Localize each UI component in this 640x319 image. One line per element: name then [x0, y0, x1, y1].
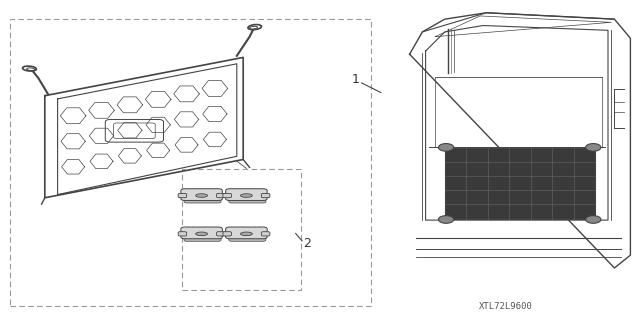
FancyBboxPatch shape — [226, 189, 267, 200]
Circle shape — [438, 216, 454, 223]
Circle shape — [586, 144, 601, 151]
FancyBboxPatch shape — [223, 193, 232, 198]
Ellipse shape — [196, 194, 207, 197]
FancyBboxPatch shape — [181, 189, 222, 200]
Text: 2: 2 — [303, 237, 311, 250]
FancyBboxPatch shape — [184, 235, 221, 241]
Circle shape — [586, 216, 601, 223]
FancyBboxPatch shape — [184, 197, 221, 203]
FancyBboxPatch shape — [229, 197, 266, 203]
FancyBboxPatch shape — [261, 232, 270, 236]
FancyBboxPatch shape — [178, 232, 187, 236]
Bar — [10, 19, 371, 306]
FancyBboxPatch shape — [181, 227, 222, 239]
Text: 1: 1 — [351, 73, 359, 86]
FancyBboxPatch shape — [226, 227, 267, 239]
FancyBboxPatch shape — [216, 232, 225, 236]
FancyBboxPatch shape — [223, 232, 232, 236]
Ellipse shape — [196, 232, 207, 236]
Polygon shape — [445, 148, 595, 219]
FancyBboxPatch shape — [229, 235, 266, 241]
FancyBboxPatch shape — [261, 193, 270, 198]
Ellipse shape — [241, 194, 252, 197]
Ellipse shape — [241, 232, 252, 236]
Circle shape — [438, 144, 454, 151]
Bar — [182, 169, 301, 290]
FancyBboxPatch shape — [178, 193, 187, 198]
FancyBboxPatch shape — [216, 193, 225, 198]
Text: XTL72L9600: XTL72L9600 — [479, 302, 532, 311]
